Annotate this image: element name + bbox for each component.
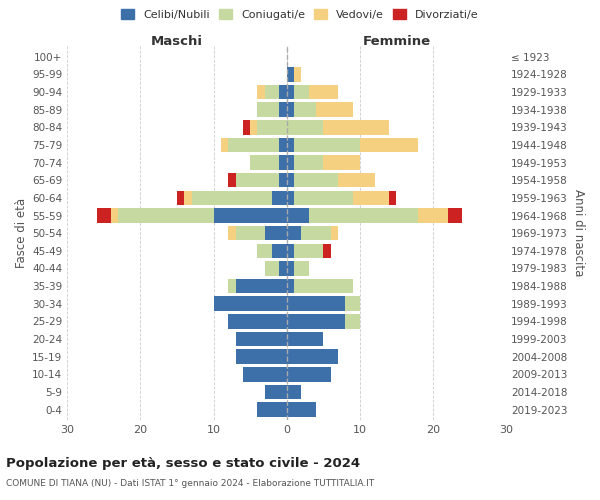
Bar (294, 261, 308, 276)
Bar (323, 156, 360, 170)
Bar (272, 190, 287, 205)
Bar (287, 138, 294, 152)
Bar (294, 190, 353, 205)
Bar (243, 367, 287, 382)
Bar (257, 244, 272, 258)
Bar (257, 120, 287, 134)
Bar (191, 190, 272, 205)
Bar (184, 190, 191, 205)
Bar (228, 279, 236, 293)
Bar (287, 402, 316, 417)
Bar (97, 208, 111, 223)
Bar (287, 314, 345, 328)
Bar (338, 173, 374, 188)
Bar (280, 261, 287, 276)
Y-axis label: Anni di nascita: Anni di nascita (572, 190, 585, 277)
Bar (280, 138, 287, 152)
Bar (345, 314, 360, 328)
Bar (265, 261, 280, 276)
Bar (287, 190, 294, 205)
Text: COMUNE DI TIANA (NU) - Dati ISTAT 1° gennaio 2024 - Elaborazione TUTTITALIA.IT: COMUNE DI TIANA (NU) - Dati ISTAT 1° gen… (6, 479, 374, 488)
Bar (287, 156, 294, 170)
Bar (287, 332, 323, 346)
Bar (111, 208, 118, 223)
Bar (265, 226, 287, 240)
Bar (287, 261, 294, 276)
Bar (308, 208, 418, 223)
Bar (287, 367, 331, 382)
Bar (214, 208, 287, 223)
Text: Maschi: Maschi (151, 35, 203, 48)
Text: Popolazione per età, sesso e stato civile - 2024: Popolazione per età, sesso e stato civil… (6, 458, 360, 470)
Bar (294, 156, 323, 170)
Bar (287, 173, 294, 188)
Bar (287, 350, 338, 364)
Bar (243, 120, 250, 134)
Y-axis label: Fasce di età: Fasce di età (15, 198, 28, 268)
Bar (228, 138, 280, 152)
Bar (323, 244, 331, 258)
Bar (418, 208, 448, 223)
Bar (294, 102, 316, 117)
Bar (287, 85, 294, 100)
Bar (265, 85, 280, 100)
Bar (316, 102, 353, 117)
Bar (287, 67, 294, 82)
Bar (118, 208, 214, 223)
Bar (294, 279, 353, 293)
Bar (236, 173, 280, 188)
Bar (360, 138, 418, 152)
Bar (323, 120, 389, 134)
Bar (236, 350, 287, 364)
Bar (265, 384, 287, 399)
Bar (353, 190, 389, 205)
Bar (294, 67, 301, 82)
Bar (331, 226, 338, 240)
Bar (236, 226, 265, 240)
Bar (287, 226, 301, 240)
Bar (294, 138, 360, 152)
Bar (294, 85, 308, 100)
Bar (214, 296, 287, 311)
Bar (294, 244, 323, 258)
Bar (389, 190, 397, 205)
Bar (280, 85, 287, 100)
Bar (272, 244, 287, 258)
Legend: Celibi/Nubili, Coniugati/e, Vedovi/e, Divorziati/e: Celibi/Nubili, Coniugati/e, Vedovi/e, Di… (118, 6, 482, 23)
Bar (280, 156, 287, 170)
Bar (280, 102, 287, 117)
Bar (236, 332, 287, 346)
Bar (287, 208, 308, 223)
Bar (345, 296, 360, 311)
Bar (448, 208, 463, 223)
Bar (287, 120, 323, 134)
Bar (301, 226, 331, 240)
Bar (308, 85, 338, 100)
Bar (236, 279, 287, 293)
Bar (287, 279, 294, 293)
Bar (257, 402, 287, 417)
Bar (221, 138, 228, 152)
Bar (228, 226, 236, 240)
Bar (228, 314, 287, 328)
Bar (177, 190, 184, 205)
Bar (250, 120, 257, 134)
Bar (257, 102, 280, 117)
Text: Femmine: Femmine (362, 35, 431, 48)
Bar (287, 244, 294, 258)
Bar (228, 173, 236, 188)
Bar (294, 173, 338, 188)
Bar (257, 85, 265, 100)
Bar (250, 156, 280, 170)
Bar (287, 296, 345, 311)
Bar (287, 102, 294, 117)
Bar (287, 384, 301, 399)
Bar (280, 173, 287, 188)
